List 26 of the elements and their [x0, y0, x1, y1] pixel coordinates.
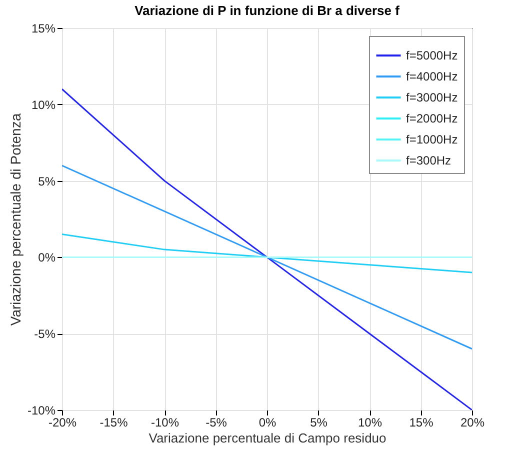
- line-series: [62, 164, 472, 350]
- legend-label: f=2000Hz: [406, 112, 458, 126]
- legend-label: f=4000Hz: [406, 70, 458, 84]
- x-axis-title: Variazione percentuale di Campo residuo: [148, 430, 386, 446]
- legend-label: f=3000Hz: [406, 90, 458, 104]
- legend-label: f=1000Hz: [406, 132, 458, 146]
- y-tick-label: -10%: [27, 404, 56, 418]
- legend-label: f=300Hz: [406, 154, 452, 168]
- y-tick-label: 15%: [31, 22, 56, 36]
- x-tick-label: 20%: [460, 416, 485, 430]
- x-tick-label: -15%: [100, 416, 128, 430]
- x-tick-label: -5%: [206, 416, 228, 430]
- x-tick-label: 5%: [310, 416, 328, 430]
- y-tick-label: 10%: [31, 98, 56, 112]
- chart-title: Variazione di P in funzione di Br a diverse f: [134, 3, 400, 18]
- y-tick-label: 0%: [38, 250, 56, 265]
- x-tick-label: 0%: [258, 416, 276, 430]
- x-tick-label: 10%: [358, 416, 382, 430]
- x-tick-label: -20%: [48, 416, 77, 430]
- x-tick-label: -10%: [150, 416, 180, 430]
- legend-label: f=5000Hz: [406, 48, 458, 62]
- x-tick-label: 15%: [409, 416, 434, 430]
- y-axis-title: Variazione percentuale di Potenza: [7, 113, 24, 326]
- y-tick-label: 5%: [38, 174, 56, 188]
- y-tick-label: -5%: [34, 327, 56, 342]
- line-series: [62, 234, 472, 274]
